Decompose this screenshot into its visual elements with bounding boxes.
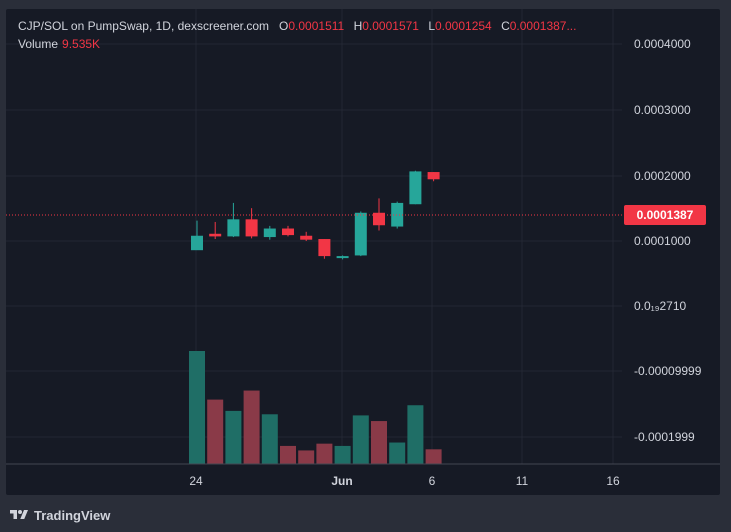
volume-bar — [225, 410, 242, 464]
last-price-tag: 0.0001387 — [624, 205, 706, 225]
volume-bar — [425, 449, 442, 464]
close-label: C — [501, 19, 510, 33]
volume-bar — [334, 445, 351, 464]
candle-body — [263, 228, 276, 238]
last-price-value: 0.0001387 — [637, 208, 694, 222]
volume-bars — [189, 351, 442, 464]
volume-bar — [316, 443, 333, 464]
volume-bar — [298, 450, 315, 464]
time-tick-label: Jun — [331, 474, 352, 488]
tradingview-logo-icon — [10, 510, 28, 519]
low-label: L — [428, 19, 435, 33]
volume-label: Volume — [18, 37, 59, 51]
time-tick-label: 24 — [189, 474, 203, 488]
candle-body — [300, 235, 313, 240]
candle-body — [391, 202, 404, 227]
candle-body — [373, 212, 385, 226]
candle-body — [336, 256, 349, 259]
volume-bar — [207, 399, 224, 464]
close-value: 0.0001387... — [509, 19, 577, 33]
price-tick-label: 0.0001000 — [634, 234, 691, 248]
ohlc-legend: CJP/SOL on PumpSwap, 1D, dexscreener.com… — [18, 17, 582, 53]
volume-bar — [407, 405, 424, 464]
open-label: O — [279, 19, 289, 33]
price-tick-label: -0.00009999 — [634, 364, 702, 378]
volume-bar — [352, 415, 369, 464]
time-tick-label: 11 — [516, 474, 529, 488]
price-tick-label: 0.0003000 — [634, 103, 691, 117]
time-tick-label: 16 — [606, 474, 620, 488]
high-label: H — [353, 19, 363, 33]
volume-bar — [189, 351, 205, 464]
candle-body — [427, 172, 440, 180]
price-axis[interactable]: 0.0004000 0.0003000 0.0002000 0.0001000 0.0₁… — [634, 37, 702, 444]
volume-bar — [280, 445, 296, 464]
candle-body — [354, 212, 367, 256]
candle-body — [209, 233, 222, 237]
price-tick-label: 0.0002000 — [634, 169, 691, 183]
candle-body — [282, 228, 294, 236]
high-value: 0.0001571 — [362, 19, 419, 33]
volume-bar — [261, 414, 278, 464]
volume-bar — [371, 421, 387, 464]
symbol-title[interactable]: CJP/SOL on PumpSwap, 1D, dexscreener.com — [18, 19, 270, 33]
brand-name: TradingView — [34, 507, 111, 523]
price-tick-label: 0.0₁₉2710 — [634, 299, 687, 313]
volume-bar — [389, 442, 406, 464]
price-tick-label: 0.0004000 — [634, 37, 691, 51]
time-tick-label: 6 — [429, 474, 436, 488]
candle-body — [409, 171, 422, 205]
candles — [191, 170, 440, 260]
candle-body — [227, 219, 240, 237]
footer-brand[interactable]: TradingView — [10, 504, 110, 526]
candlestick-chart[interactable]: 0.0004000 0.0003000 0.0002000 0.0001000 0.0₁… — [0, 0, 731, 500]
open-value: 0.0001511 — [288, 19, 345, 33]
candle-body — [318, 239, 331, 257]
candle-body — [245, 219, 258, 237]
grid-lines — [6, 9, 622, 464]
candle-body — [191, 235, 203, 251]
ohlc-row: CJP/SOL on PumpSwap, 1D, dexscreener.com… — [18, 17, 582, 35]
time-axis[interactable]: 24 Jun 6 11 16 — [189, 474, 620, 488]
volume-value: 9.535K — [62, 37, 101, 51]
low-value: 0.0001254 — [435, 19, 492, 33]
price-tick-label: -0.0001999 — [634, 430, 695, 444]
volume-row: Volume 9.535K — [18, 35, 582, 53]
volume-bar — [243, 390, 260, 464]
